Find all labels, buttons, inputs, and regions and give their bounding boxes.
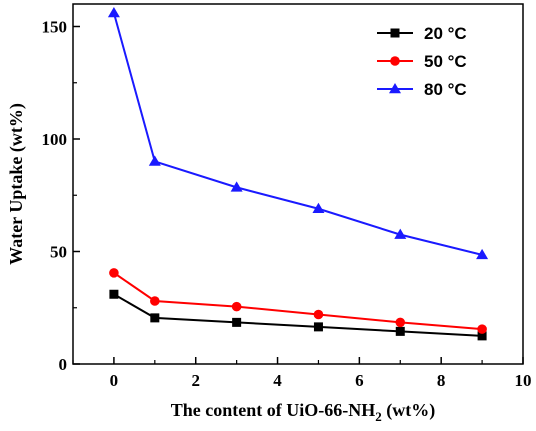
legend-marker: [389, 83, 401, 94]
legend-item: 80 °C: [377, 80, 467, 99]
y-tick-label: 0: [59, 355, 68, 374]
x-tick-label: 10: [515, 371, 532, 390]
x-tick-label: 0: [110, 371, 119, 390]
data-point: [232, 317, 242, 327]
data-point: [109, 268, 119, 278]
data-point: [395, 317, 406, 328]
legend: 20 °C 50 °C 80 °C: [377, 24, 467, 99]
legend-item: 50 °C: [377, 52, 467, 71]
x-tick-label: 8: [437, 371, 446, 390]
data-point: [231, 301, 242, 312]
plot-frame: [72, 3, 524, 365]
series-line: [113, 272, 483, 331]
data-point: [477, 324, 487, 334]
x-axis-title-main: The content of UiO-66-NH: [171, 400, 375, 420]
data-point: [107, 7, 120, 18]
y-tick-label: 50: [50, 243, 67, 262]
x-tick-label: 4: [273, 371, 282, 390]
y-tick-label: 150: [42, 18, 68, 37]
data-point: [150, 296, 160, 306]
data-point: [395, 326, 405, 336]
axis-ticks: [72, 25, 524, 365]
series-layer: [107, 7, 489, 341]
series-triangle: [107, 7, 489, 260]
data-point: [477, 331, 487, 341]
data-point: [313, 322, 323, 332]
series-line: [112, 12, 483, 256]
series-circle: [109, 268, 487, 334]
legend-marker: [390, 56, 400, 66]
x-axis-title-subscript: 2: [375, 409, 382, 424]
data-point: [148, 155, 161, 166]
x-tick-label: 6: [355, 371, 364, 390]
series-square: [109, 289, 487, 341]
legend-marker: [390, 28, 400, 38]
plot-border: [72, 3, 524, 365]
legend-label: 80 °C: [424, 80, 467, 99]
x-tick-label: 2: [191, 371, 200, 390]
data-point: [394, 228, 407, 239]
x-axis-title-suffix: (wt%): [382, 400, 435, 421]
data-point: [476, 248, 489, 260]
legend-label: 50 °C: [424, 52, 467, 71]
series-line: [113, 293, 483, 337]
y-axis-title: Water Uptake (wt%): [6, 103, 27, 265]
legend-label: 20 °C: [424, 24, 467, 43]
data-point: [109, 289, 119, 299]
data-point: [230, 181, 243, 192]
data-point: [312, 202, 325, 213]
y-tick-label: 100: [42, 130, 68, 149]
data-point: [150, 313, 160, 323]
data-point: [313, 309, 324, 320]
legend-item: 20 °C: [377, 24, 467, 43]
x-axis-title: The content of UiO-66-NH2 (wt%): [171, 400, 435, 424]
